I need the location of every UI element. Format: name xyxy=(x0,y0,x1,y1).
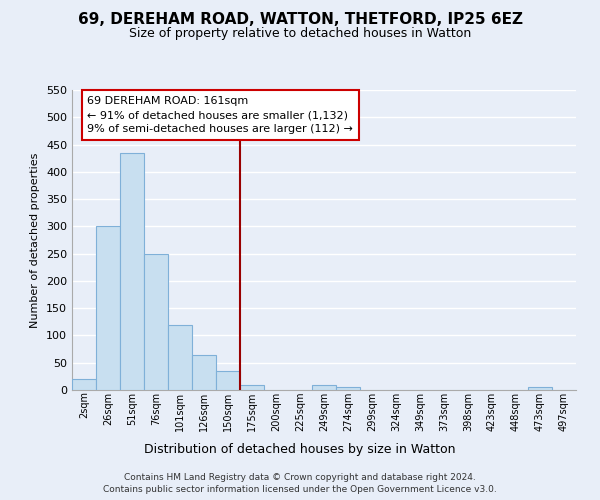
Bar xyxy=(144,254,168,390)
Text: 69, DEREHAM ROAD, WATTON, THETFORD, IP25 6EZ: 69, DEREHAM ROAD, WATTON, THETFORD, IP25… xyxy=(77,12,523,28)
Bar xyxy=(216,371,240,390)
Y-axis label: Number of detached properties: Number of detached properties xyxy=(31,152,40,328)
Text: Size of property relative to detached houses in Watton: Size of property relative to detached ho… xyxy=(129,28,471,40)
Bar xyxy=(312,384,336,390)
Bar xyxy=(120,152,144,390)
Bar xyxy=(96,226,120,390)
Bar xyxy=(72,379,96,390)
Bar xyxy=(336,388,360,390)
Bar xyxy=(192,354,216,390)
Bar xyxy=(240,384,264,390)
Text: Distribution of detached houses by size in Watton: Distribution of detached houses by size … xyxy=(144,442,456,456)
Bar xyxy=(168,324,192,390)
Text: Contains HM Land Registry data © Crown copyright and database right 2024.
Contai: Contains HM Land Registry data © Crown c… xyxy=(103,472,497,494)
Bar xyxy=(528,388,552,390)
Text: 69 DEREHAM ROAD: 161sqm
← 91% of detached houses are smaller (1,132)
9% of semi-: 69 DEREHAM ROAD: 161sqm ← 91% of detache… xyxy=(87,96,353,134)
